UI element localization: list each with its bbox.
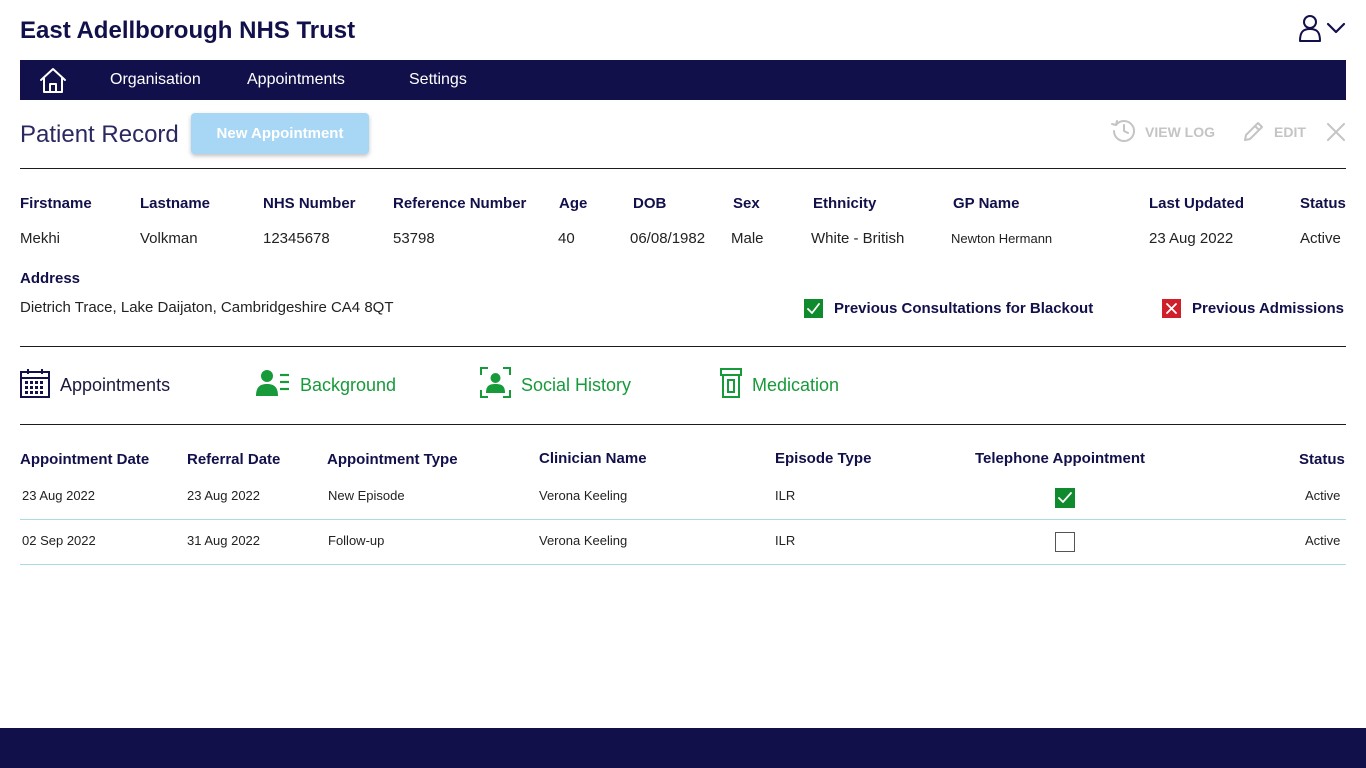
flag-previous-consultations: Previous Consultations for Blackout xyxy=(804,298,1093,318)
cell-appointment-date: 02 Sep 2022 xyxy=(22,533,96,548)
telephone-checkbox-unchecked[interactable] xyxy=(1055,532,1075,552)
cell-referral-date: 23 Aug 2022 xyxy=(187,488,261,503)
nav-item-settings[interactable]: Settings xyxy=(409,71,467,88)
column-referral-date[interactable]: Referral Date xyxy=(187,451,281,468)
section-divider xyxy=(20,424,1346,425)
cell-clinician-name: Verona Keeling xyxy=(539,533,628,548)
cell-status: Active xyxy=(1305,488,1341,503)
new-appointment-button[interactable]: New Appointment xyxy=(191,113,369,154)
history-icon xyxy=(1111,118,1137,147)
row-divider xyxy=(20,519,1346,520)
close-icon[interactable] xyxy=(1326,118,1346,146)
app-title: East Adellborough NHS Trust xyxy=(20,17,356,44)
tab-appointments[interactable]: Appointments xyxy=(20,368,170,402)
cell-appointment-type: Follow-up xyxy=(328,533,385,548)
tab-social-history[interactable]: Social History xyxy=(480,367,632,403)
header-sex: Sex xyxy=(733,195,760,212)
home-icon[interactable] xyxy=(38,66,68,94)
cell-clinician-name: Verona Keeling xyxy=(539,488,628,503)
cell-appointment-type: New Episode xyxy=(328,488,405,503)
cell-status: Active xyxy=(1305,533,1341,548)
row-divider xyxy=(20,564,1346,565)
value-status: Active xyxy=(1300,230,1341,247)
footer-bar xyxy=(0,728,1366,768)
tab-label: Social History xyxy=(521,374,632,395)
header-reference-number: Reference Number xyxy=(393,195,527,212)
column-clinician-name[interactable]: Clinician Name xyxy=(539,450,647,467)
flag-previous-admissions: Previous Admissions xyxy=(1162,298,1344,318)
edit-label: EDIT xyxy=(1274,124,1306,140)
value-sex: Male xyxy=(731,230,764,247)
value-dob: 06/08/1982 xyxy=(630,230,706,247)
tab-medication[interactable]: Medication xyxy=(720,367,840,403)
flag-label: Previous Consultations for Blackout xyxy=(834,299,1094,317)
user-frame-icon xyxy=(480,367,511,403)
pill-bottle-icon xyxy=(720,367,742,403)
section-divider xyxy=(20,346,1346,347)
view-log-label: VIEW LOG xyxy=(1145,124,1215,140)
chevron-down-icon[interactable] xyxy=(1326,21,1346,39)
value-nhs-number: 12345678 xyxy=(263,230,330,247)
header-last-updated: Last Updated xyxy=(1149,195,1245,212)
cell-referral-date: 31 Aug 2022 xyxy=(187,533,261,548)
cross-icon xyxy=(1162,298,1181,318)
cell-episode-type: ILR xyxy=(775,533,796,548)
flag-label: Previous Admissions xyxy=(1192,299,1344,317)
header-firstname: Firstname xyxy=(20,195,92,212)
header-lastname: Lastname xyxy=(140,195,211,212)
value-last-updated: 23 Aug 2022 xyxy=(1149,230,1234,247)
value-reference-number: 53798 xyxy=(393,230,435,247)
header-status: Status xyxy=(1300,195,1346,212)
header-gp-name: GP Name xyxy=(953,195,1020,212)
value-age: 40 xyxy=(558,230,575,247)
value-gp-name: Newton Hermann xyxy=(951,231,1053,246)
pencil-icon xyxy=(1242,119,1266,146)
section-divider xyxy=(20,168,1346,169)
column-telephone-appointment[interactable]: Telephone Appointment xyxy=(975,450,1145,467)
value-ethnicity: White - British xyxy=(811,230,905,247)
header-dob: DOB xyxy=(633,195,667,212)
tab-label: Appointments xyxy=(60,374,171,395)
column-episode-type[interactable]: Episode Type xyxy=(775,450,872,467)
header-ethnicity: Ethnicity xyxy=(813,195,877,212)
user-menu[interactable] xyxy=(1298,14,1346,46)
header-nhs-number: NHS Number xyxy=(263,195,356,212)
header-address: Address xyxy=(20,270,81,287)
value-lastname: Volkman xyxy=(140,230,198,247)
cell-appointment-date: 23 Aug 2022 xyxy=(22,488,96,503)
page-title: Patient Record xyxy=(20,121,179,148)
main-navbar: Organisation Appointments Settings xyxy=(20,60,1346,100)
users-list-icon xyxy=(256,369,290,402)
edit-button[interactable]: EDIT xyxy=(1242,118,1306,146)
value-address: Dietrich Trace, Lake Daijaton, Cambridge… xyxy=(20,299,394,316)
header-age: Age xyxy=(559,195,588,212)
check-icon xyxy=(804,298,823,318)
check-icon xyxy=(1058,492,1072,503)
telephone-checkbox-checked[interactable] xyxy=(1055,488,1075,508)
tab-background[interactable]: Background xyxy=(256,368,396,402)
nav-item-organisation[interactable]: Organisation xyxy=(110,71,201,88)
column-appointment-type[interactable]: Appointment Type xyxy=(327,451,458,468)
user-icon[interactable] xyxy=(1298,14,1322,47)
app-header: East Adellborough NHS Trust xyxy=(20,0,1346,60)
column-appointment-date[interactable]: Appointment Date xyxy=(20,451,150,468)
nav-item-appointments[interactable]: Appointments xyxy=(247,71,345,88)
view-log-button[interactable]: VIEW LOG xyxy=(1111,118,1215,146)
cell-episode-type: ILR xyxy=(775,488,796,503)
value-firstname: Mekhi xyxy=(20,230,61,247)
tab-label: Medication xyxy=(752,374,840,395)
tab-label: Background xyxy=(300,374,397,395)
column-status[interactable]: Status xyxy=(1299,451,1345,468)
calendar-icon xyxy=(20,368,50,403)
